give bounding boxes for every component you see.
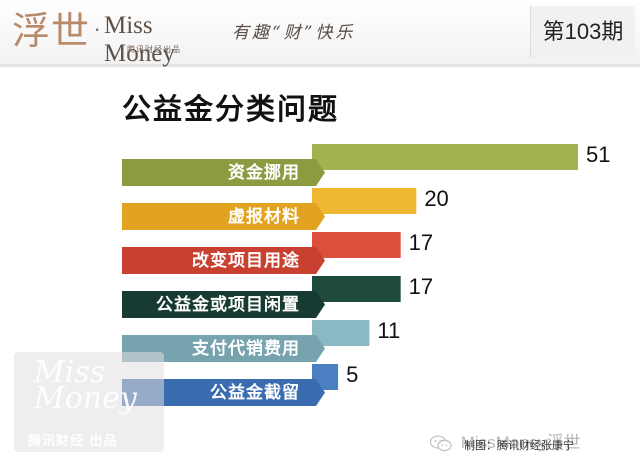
issue-number: 第103期 bbox=[530, 6, 635, 58]
logo-subtitle: 腾讯财经出品 bbox=[127, 45, 181, 54]
bar bbox=[312, 188, 417, 214]
chart-credit: 制图：腾讯财经张康宁 bbox=[464, 439, 574, 452]
label-pointer bbox=[316, 379, 325, 406]
watermark-logo: Miss Money bbox=[34, 355, 137, 416]
bar bbox=[312, 276, 401, 302]
category-label: 资金挪用 bbox=[228, 162, 300, 183]
slogan: 有趣“财”快乐 bbox=[232, 23, 356, 43]
category-label: 虚报材料 bbox=[228, 206, 300, 227]
header-bar: 浮世 · Miss Money 腾讯财经出品 有趣“财”快乐 第103期 bbox=[0, 0, 640, 67]
category-label: 支付代销费用 bbox=[192, 338, 300, 359]
category-label: 公益金截留 bbox=[210, 382, 300, 403]
wechat-account: MissMoney浮世 bbox=[460, 433, 581, 452]
label-pointer bbox=[316, 247, 325, 274]
watermark-text: 腾讯财经 出品 bbox=[28, 434, 118, 449]
watermark: Miss Money 腾讯财经 出品 bbox=[14, 352, 164, 452]
category-label-box bbox=[122, 291, 316, 318]
bar bbox=[312, 232, 401, 258]
value-label: 17 bbox=[409, 274, 433, 299]
category-label-box bbox=[122, 247, 316, 274]
category-label: 公益金或项目闲置 bbox=[156, 294, 300, 315]
bar bbox=[312, 144, 578, 170]
value-label: 51 bbox=[586, 142, 610, 167]
category-label-box bbox=[122, 203, 316, 230]
value-label: 20 bbox=[424, 186, 448, 211]
label-pointer bbox=[316, 291, 325, 318]
wechat-icon bbox=[430, 435, 452, 452]
value-label: 11 bbox=[377, 318, 400, 343]
label-pointer bbox=[316, 159, 325, 186]
value-label: 17 bbox=[409, 230, 433, 255]
wechat-mark: MissMoney浮世 bbox=[430, 428, 581, 453]
bar bbox=[312, 320, 370, 346]
brand-logo: 浮世 · Miss Money 腾讯财经出品 bbox=[12, 6, 222, 67]
label-pointer bbox=[316, 335, 325, 362]
category-label-box bbox=[122, 159, 316, 186]
logo-name: Miss Money bbox=[104, 12, 175, 67]
label-pointer bbox=[316, 203, 325, 230]
value-label: 5 bbox=[346, 362, 358, 387]
category-label: 改变项目用途 bbox=[192, 250, 300, 271]
chart-title: 公益金分类问题 bbox=[122, 94, 340, 126]
logo-dot: · bbox=[94, 18, 101, 42]
logo-glyph: 浮世 bbox=[12, 9, 91, 53]
